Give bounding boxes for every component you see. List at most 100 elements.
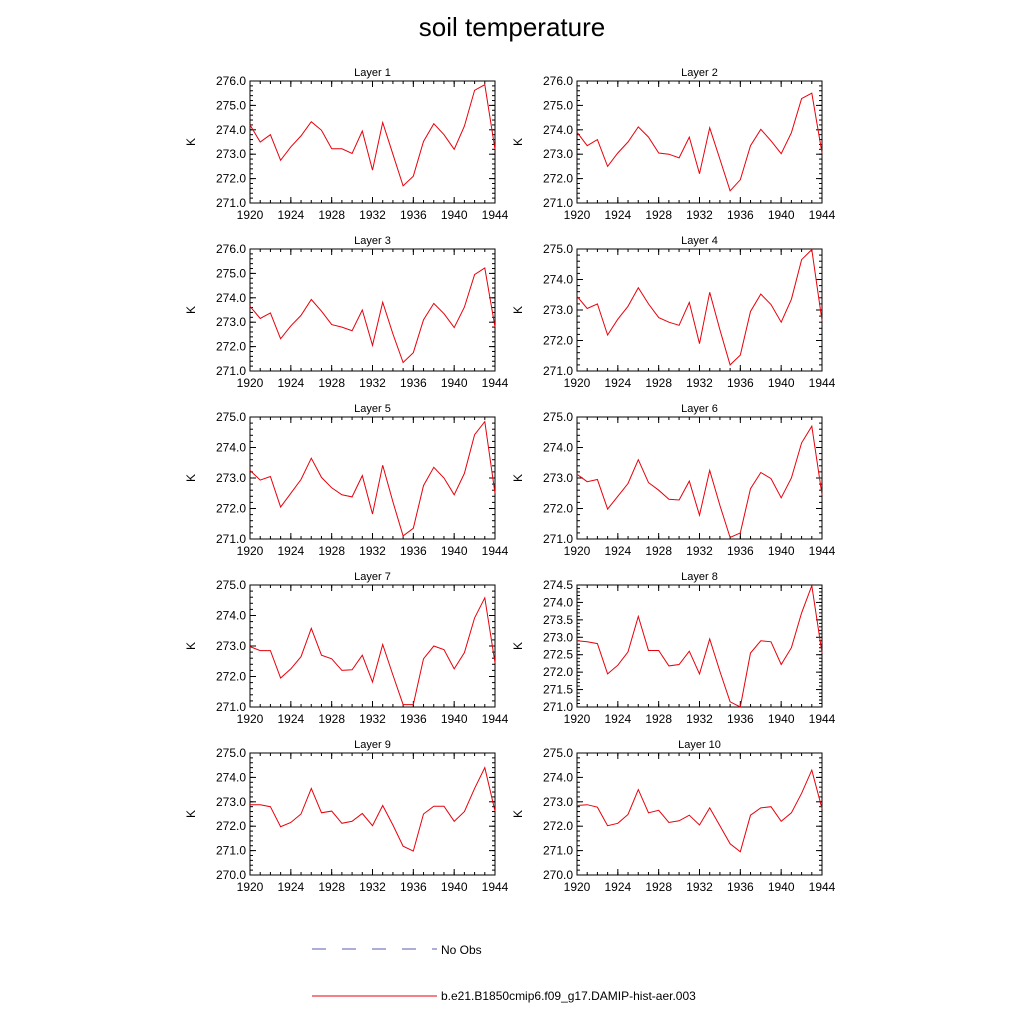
chart-title: soil temperature: [418, 12, 606, 42]
series-line: [249, 420, 496, 537]
x-tick-label: 1944: [809, 376, 836, 390]
x-tick-label: 1940: [768, 880, 795, 894]
y-axis-label: K: [511, 474, 525, 482]
x-tick-label: 1944: [482, 208, 509, 222]
panel-title: Layer 3: [354, 235, 391, 247]
x-tick-label: 1936: [400, 208, 427, 222]
plot-frame: [576, 416, 823, 540]
y-tick-label: 273.0: [216, 315, 246, 329]
x-tick-label: 1944: [482, 376, 509, 390]
x-tick-label: 1940: [768, 376, 795, 390]
y-tick-label: 274.0: [216, 609, 246, 623]
x-tick-label: 1940: [441, 712, 468, 726]
x-tick-label: 1932: [686, 712, 713, 726]
y-tick-label: 271.0: [216, 700, 246, 714]
x-tick-label: 1936: [727, 208, 754, 222]
series-line: [576, 248, 823, 366]
x-tick-label: 1932: [359, 208, 386, 222]
x-tick-label: 1944: [482, 712, 509, 726]
x-tick-label: 1932: [359, 376, 386, 390]
y-axis-label: K: [511, 642, 525, 650]
y-axis-label: K: [511, 306, 525, 314]
series-line: [249, 83, 496, 187]
plot-frame: [249, 416, 496, 540]
y-tick-label: 273.0: [543, 303, 573, 317]
plot-frame: [249, 248, 496, 372]
x-tick-label: 1928: [318, 712, 345, 726]
y-tick-label: 274.5: [543, 578, 573, 592]
panel-title: Layer 2: [681, 67, 718, 79]
x-tick-label: 1932: [686, 208, 713, 222]
y-tick-label: 271.0: [216, 364, 246, 378]
y-axis-label: K: [511, 810, 525, 818]
panel-title: Layer 6: [681, 403, 718, 415]
y-tick-label: 274.0: [543, 441, 573, 455]
x-tick-label: 1920: [564, 208, 591, 222]
series-line: [576, 92, 823, 192]
y-tick-label: 272.0: [216, 502, 246, 516]
y-axis-label: K: [184, 474, 198, 482]
x-tick-label: 1924: [277, 880, 304, 894]
y-tick-label: 273.0: [543, 630, 573, 644]
panel-title: Layer 5: [354, 403, 391, 415]
x-tick-label: 1920: [237, 376, 264, 390]
y-tick-label: 273.0: [543, 471, 573, 485]
x-tick-label: 1928: [318, 376, 345, 390]
x-tick-label: 1940: [441, 544, 468, 558]
y-tick-label: 273.5: [543, 613, 573, 627]
x-tick-label: 1940: [768, 712, 795, 726]
y-tick-label: 275.0: [543, 746, 573, 760]
x-tick-label: 1936: [727, 544, 754, 558]
y-tick-label: 275.0: [216, 746, 246, 760]
panel-title: Layer 8: [681, 571, 718, 583]
x-tick-label: 1928: [645, 712, 672, 726]
y-tick-label: 274.0: [543, 595, 573, 609]
plot-frame: [249, 80, 496, 204]
panel-title: Layer 7: [354, 571, 391, 583]
y-tick-label: 273.0: [543, 147, 573, 161]
y-tick-label: 272.0: [543, 502, 573, 516]
y-tick-label: 275.0: [543, 98, 573, 112]
x-tick-label: 1920: [564, 712, 591, 726]
x-tick-label: 1920: [237, 544, 264, 558]
y-tick-label: 271.0: [543, 700, 573, 714]
plot-frame: [249, 584, 496, 708]
x-tick-label: 1944: [482, 544, 509, 558]
x-tick-label: 1932: [686, 544, 713, 558]
series-line: [250, 766, 496, 852]
x-tick-label: 1920: [237, 208, 264, 222]
y-tick-label: 273.0: [216, 147, 246, 161]
x-tick-label: 1940: [768, 544, 795, 558]
y-tick-label: 271.0: [543, 844, 573, 858]
x-tick-label: 1936: [400, 544, 427, 558]
x-tick-label: 1924: [604, 376, 631, 390]
x-tick-label: 1936: [400, 376, 427, 390]
y-tick-label: 274.0: [543, 123, 573, 137]
x-tick-label: 1940: [441, 208, 468, 222]
y-tick-label: 272.0: [543, 172, 573, 186]
y-tick-label: 272.5: [543, 648, 573, 662]
y-tick-label: 275.0: [543, 242, 573, 256]
x-tick-label: 1932: [686, 376, 713, 390]
y-tick-label: 275.0: [543, 410, 573, 424]
y-tick-label: 273.0: [216, 639, 246, 653]
x-tick-label: 1924: [277, 208, 304, 222]
x-tick-label: 1944: [809, 880, 836, 894]
x-tick-label: 1928: [645, 880, 672, 894]
y-axis-label: K: [511, 138, 525, 146]
series-line: [249, 596, 496, 706]
y-tick-label: 274.0: [543, 770, 573, 784]
x-tick-label: 1932: [359, 544, 386, 558]
y-axis-label: K: [184, 138, 198, 146]
panel-title: Layer 10: [678, 739, 721, 751]
y-tick-label: 274.0: [216, 123, 246, 137]
x-tick-label: 1932: [359, 712, 386, 726]
series-line: [576, 768, 823, 853]
y-tick-label: 275.0: [216, 266, 246, 280]
x-tick-label: 1936: [727, 712, 754, 726]
x-tick-label: 1920: [564, 544, 591, 558]
panel-title: Layer 9: [354, 739, 391, 751]
legend-model-label: b.e21.B1850cmip6.f09_g17.DAMIP-hist-aer.…: [441, 989, 696, 1003]
y-axis-label: K: [184, 810, 198, 818]
